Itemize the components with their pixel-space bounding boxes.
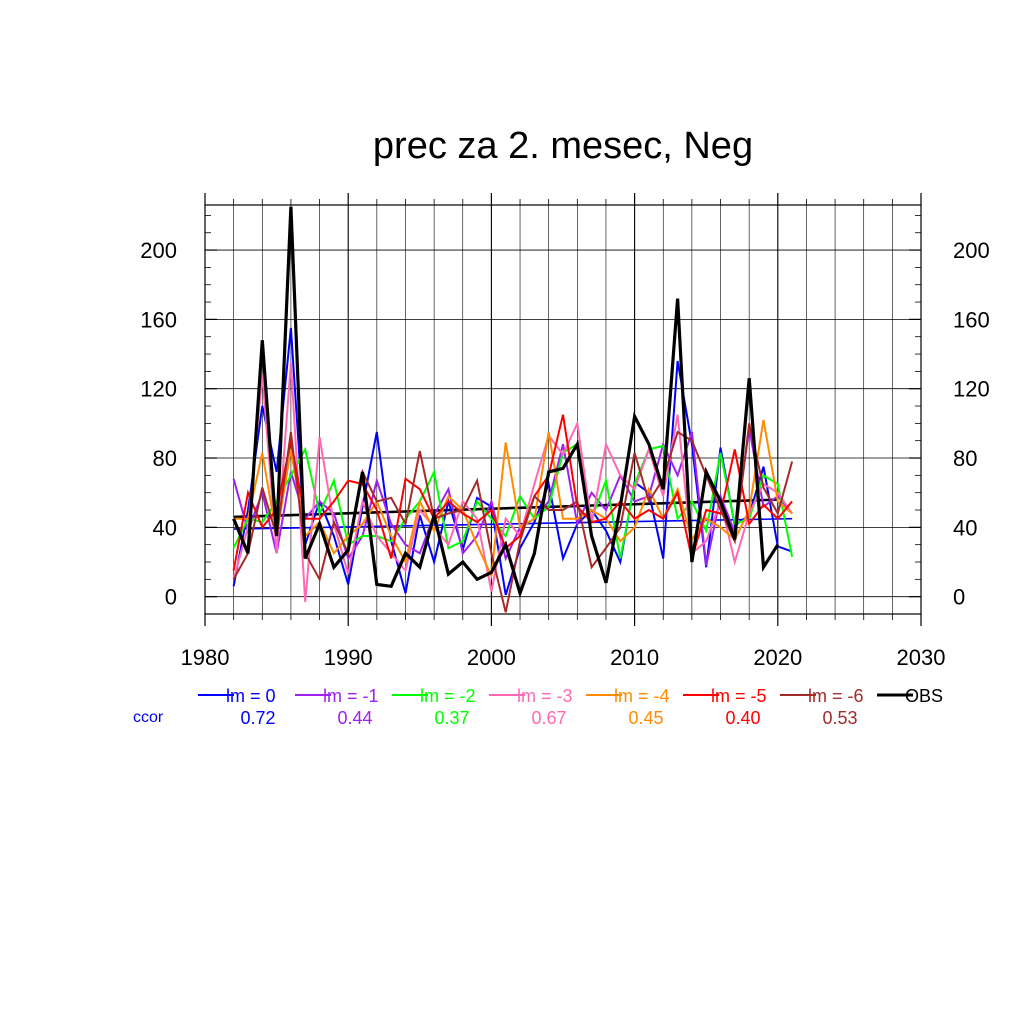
series-lines <box>232 206 794 613</box>
ccor-value-lm-6: 0.53 <box>822 708 857 728</box>
y-tick-label: 120 <box>140 377 177 402</box>
legend-label-lm-6: lm = -6 <box>808 686 864 706</box>
x-tick-label: 1980 <box>181 645 230 670</box>
plot-border <box>204 204 922 615</box>
legend: ccor lm = 00.72 lm = -10.44 lm = -20.37 lm =… <box>133 686 943 728</box>
ccor-value-lm-5: 0.40 <box>725 708 760 728</box>
series-line-lm-6 <box>232 423 794 613</box>
legend-label-lm-4: lm = -4 <box>614 686 670 706</box>
y-tick-label-right: 80 <box>953 446 977 471</box>
x-tick-label: 2000 <box>467 645 516 670</box>
ccor-value-lm-0: 0.72 <box>240 708 275 728</box>
legend-label-lm-5: lm = -5 <box>711 686 767 706</box>
ccor-value-lm-3: 0.67 <box>531 708 566 728</box>
y-tick-label: 80 <box>153 446 177 471</box>
y-tick-label-right: 40 <box>953 515 977 540</box>
series-line-obs <box>232 206 780 599</box>
y-tick-label: 40 <box>153 515 177 540</box>
y-tick-label-right: 120 <box>953 377 990 402</box>
y-tick-label: 160 <box>140 307 177 332</box>
legend-label-obs: OBS <box>905 686 943 706</box>
chart-title: prec za 2. mesec, Neg <box>373 125 753 167</box>
y-tick-label: 0 <box>165 585 177 610</box>
ccor-value-lm-2: 0.37 <box>434 708 469 728</box>
ccor-label: ccor <box>133 709 164 726</box>
x-tick-label: 2030 <box>897 645 946 670</box>
series-line-lm-4 <box>233 419 793 580</box>
y-tick-label-right: 160 <box>953 307 990 332</box>
x-axis: 1980 1990 2000 2010 2020 2030 <box>181 193 946 670</box>
grid <box>205 205 921 614</box>
y-tick-label-right: 200 <box>953 238 990 263</box>
x-tick-label: 1990 <box>324 645 373 670</box>
series-line-lm-5 <box>232 414 793 571</box>
ccor-value-lm-1: 0.44 <box>337 708 372 728</box>
y-axis-left: 0 40 80 120 160 200 <box>140 214 217 615</box>
x-tick-label: 2020 <box>753 645 802 670</box>
ccor-value-lm-4: 0.45 <box>628 708 663 728</box>
y-axis-right: 0 40 80 120 160 200 <box>909 214 990 615</box>
legend-label-lm-0: lm = 0 <box>226 686 276 706</box>
y-tick-label: 200 <box>140 238 177 263</box>
legend-label-lm-2: lm = -2 <box>420 686 476 706</box>
y-tick-label-right: 0 <box>953 585 965 610</box>
series-line-lm-3 <box>232 362 793 602</box>
plot-frame <box>204 204 922 615</box>
legend-label-lm-1: lm = -1 <box>323 686 379 706</box>
legend-label-lm-3: lm = -3 <box>517 686 573 706</box>
x-tick-label: 2010 <box>610 645 659 670</box>
